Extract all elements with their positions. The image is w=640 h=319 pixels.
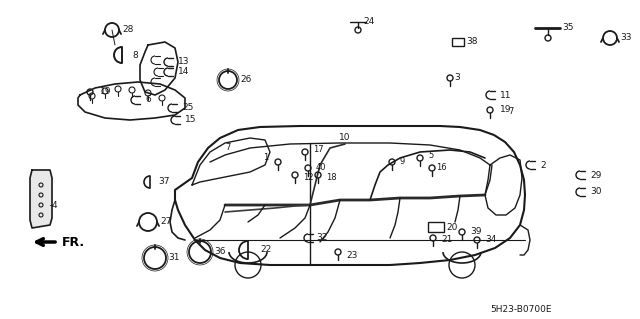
Text: 32: 32 [316, 234, 328, 242]
Text: 26: 26 [240, 76, 252, 85]
Polygon shape [30, 170, 52, 228]
Text: 35: 35 [562, 24, 573, 33]
Text: 19: 19 [100, 87, 111, 97]
Text: 7: 7 [508, 108, 513, 116]
Text: 23: 23 [346, 250, 357, 259]
Text: 24: 24 [363, 18, 374, 26]
Text: 14: 14 [178, 68, 189, 77]
Text: 11: 11 [500, 91, 511, 100]
Text: 10: 10 [339, 133, 351, 143]
Text: 5H23-B0700E: 5H23-B0700E [490, 306, 552, 315]
Text: 25: 25 [182, 103, 193, 113]
Text: 39: 39 [470, 227, 481, 236]
Text: 31: 31 [168, 254, 179, 263]
Text: 34: 34 [485, 235, 497, 244]
Text: 22: 22 [260, 246, 271, 255]
Text: 33: 33 [620, 33, 632, 42]
Text: 17: 17 [313, 145, 324, 154]
Text: 21: 21 [441, 235, 452, 244]
Text: 38: 38 [466, 38, 477, 47]
Text: 2: 2 [540, 160, 546, 169]
Text: 16: 16 [436, 164, 447, 173]
Text: 30: 30 [590, 188, 602, 197]
Text: 12: 12 [303, 174, 314, 182]
Text: 27: 27 [160, 218, 172, 226]
Text: 28: 28 [122, 26, 133, 34]
Text: 13: 13 [178, 57, 189, 66]
Text: 19: 19 [500, 106, 511, 115]
Text: 6: 6 [145, 95, 151, 105]
Text: FR.: FR. [62, 235, 85, 249]
Text: 29: 29 [590, 170, 602, 180]
Text: 4: 4 [52, 201, 58, 210]
Text: 3: 3 [454, 73, 460, 83]
Text: 20: 20 [446, 222, 458, 232]
Text: 15: 15 [185, 115, 196, 124]
Text: 9: 9 [400, 158, 405, 167]
Text: 37: 37 [158, 177, 170, 187]
Text: 5: 5 [428, 152, 433, 160]
Text: 36: 36 [214, 248, 225, 256]
Text: 8: 8 [132, 50, 138, 60]
Text: 1: 1 [264, 153, 269, 162]
Text: 40: 40 [316, 164, 326, 173]
Text: 7: 7 [225, 144, 230, 152]
Text: 18: 18 [326, 174, 337, 182]
